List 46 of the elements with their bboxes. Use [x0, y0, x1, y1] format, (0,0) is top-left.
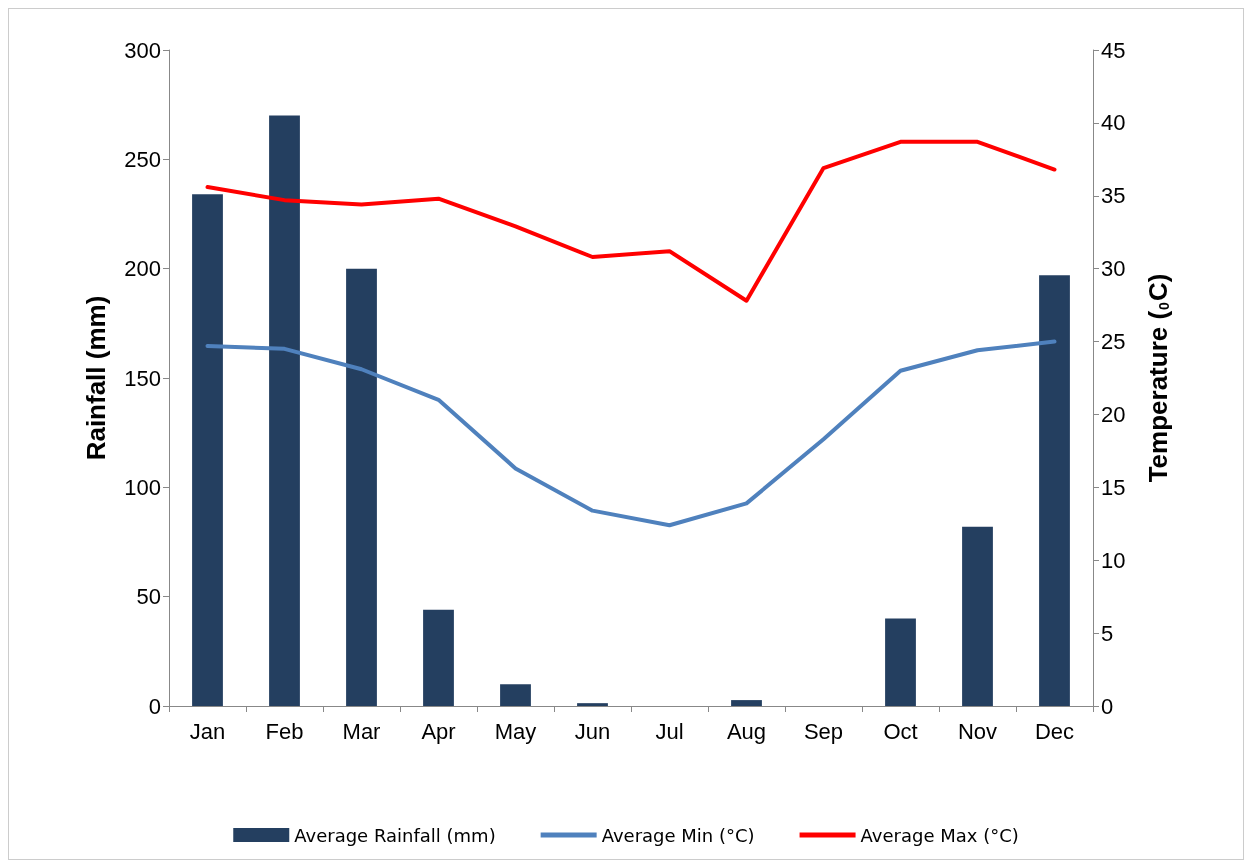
x-tick-label: Apr: [421, 718, 456, 744]
bar: [500, 684, 531, 706]
y2-tick-label: 5: [1101, 620, 1114, 646]
bar: [1039, 275, 1070, 706]
bar: [192, 194, 223, 706]
bar: [885, 618, 916, 706]
y2-tick-label: 15: [1101, 474, 1126, 500]
bar: [962, 526, 993, 706]
y-tick-label: 50: [136, 584, 161, 610]
x-tick-label: Sep: [803, 718, 844, 744]
y-tick-label: 250: [124, 146, 161, 172]
legend-label: Average Max (°C): [860, 824, 1019, 846]
x-tick-label: Jul: [655, 718, 684, 744]
y-tick-label: 150: [124, 365, 161, 391]
y-tick-label: 200: [124, 256, 161, 282]
x-tick-label: Oct: [883, 718, 918, 744]
y2-tick-label: 40: [1101, 110, 1126, 136]
y2-tick-label: 45: [1101, 37, 1126, 63]
y-tick-label: 0: [148, 693, 161, 719]
bar: [423, 609, 454, 706]
y-tick-label: 100: [124, 474, 161, 500]
x-tick-label: Jan: [189, 718, 226, 744]
y2-tick-label: 35: [1101, 183, 1126, 209]
x-tick-label: Nov: [957, 718, 998, 744]
legend-label: Average Rainfall (mm): [294, 824, 496, 846]
legend-label: Average Min (°C): [601, 824, 755, 846]
x-tick-label: Dec: [1034, 718, 1075, 744]
bar: [731, 700, 762, 706]
x-tick-label: May: [494, 718, 537, 744]
bar: [577, 703, 608, 706]
y2-tick-label: 0: [1101, 693, 1114, 719]
y-tick-label: 300: [124, 37, 161, 63]
x-tick-label: Mar: [342, 718, 381, 744]
x-tick-label: Jun: [574, 718, 611, 744]
x-tick-label: Aug: [726, 718, 767, 744]
y2-tick-label: 25: [1101, 329, 1126, 355]
y-axis-title: Rainfall (mm): [81, 295, 111, 461]
y2-tick-label: 30: [1101, 256, 1126, 282]
y2-tick-label: 10: [1101, 547, 1126, 573]
bar: [269, 115, 300, 706]
y2-axis-title: Temperature (0C): [1143, 273, 1173, 483]
line-series: [205, 339, 1057, 528]
bar: [346, 268, 377, 706]
y2-tick-label: 20: [1101, 401, 1126, 427]
line-series: [205, 139, 1057, 303]
x-tick-label: Feb: [265, 718, 304, 744]
